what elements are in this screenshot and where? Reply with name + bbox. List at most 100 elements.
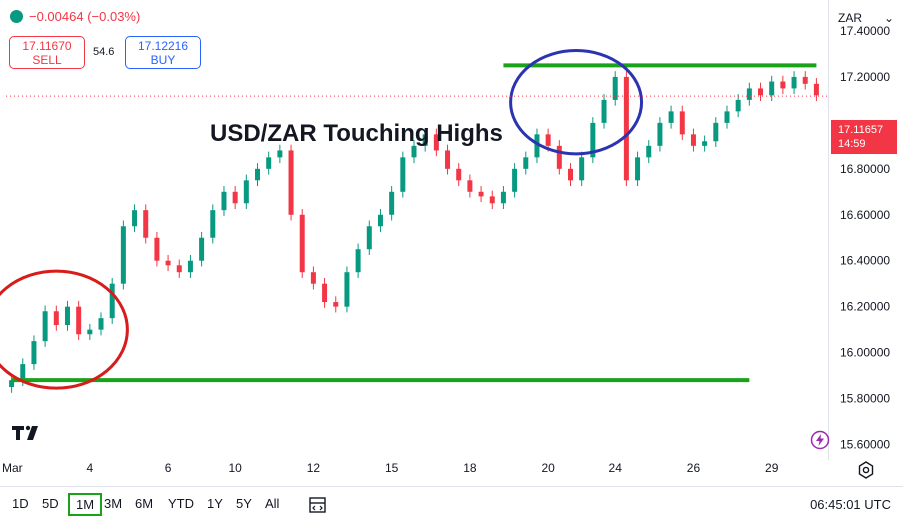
candle-body — [746, 88, 752, 100]
candle-body — [769, 81, 775, 96]
candle-body — [601, 99, 607, 123]
currency-value: ZAR — [838, 11, 862, 25]
candle-body — [579, 157, 585, 181]
range-button-5y[interactable]: 5Y — [236, 496, 252, 511]
utc-clock: 06:45:01 UTC — [810, 497, 891, 512]
y-tick-label: 15.80000 — [840, 392, 890, 406]
sell-button[interactable]: 17.11670 SELL — [9, 36, 85, 69]
price-chart[interactable]: USD/ZAR Touching Highs 17.4000017.200001… — [0, 0, 903, 486]
candle-body — [690, 134, 696, 146]
price-change-row: −0.00464 (−0.03%) — [10, 9, 140, 24]
range-button-1y[interactable]: 1Y — [207, 496, 223, 511]
x-tick-label: 20 — [541, 461, 555, 475]
candle-body — [243, 180, 249, 204]
x-tick-label: 12 — [307, 461, 321, 475]
candle-body — [802, 76, 808, 84]
candle-body — [20, 364, 26, 381]
range-button-all[interactable]: All — [265, 496, 280, 511]
candle-body — [635, 157, 641, 181]
candle-body — [478, 191, 484, 197]
candle-body — [377, 214, 383, 227]
y-tick-label: 15.60000 — [840, 438, 890, 452]
candle-body — [780, 81, 786, 89]
candle-body — [422, 134, 428, 146]
candle-body — [187, 260, 193, 273]
horizontal-lines-layer[interactable] — [11, 63, 817, 383]
range-button-6m[interactable]: 6M — [135, 496, 154, 511]
tradingview-logo-icon — [12, 425, 38, 440]
candle-body — [456, 168, 462, 181]
candle-body — [612, 76, 618, 100]
candle-body — [344, 272, 350, 307]
x-axis-ticks: Mar 4 6 10 12 15 18 20 24 26 29 — [2, 461, 779, 475]
compare-icon[interactable] — [308, 495, 328, 515]
candle-body — [545, 134, 551, 146]
range-button-3m[interactable]: 3M — [104, 496, 123, 511]
candle-body — [791, 76, 797, 89]
candle-body — [668, 111, 674, 123]
candle-body — [679, 111, 685, 135]
candle-body — [42, 311, 48, 342]
candle-body — [758, 88, 764, 96]
highlight-ellipses-layer[interactable] — [0, 49, 644, 390]
candle-body — [467, 180, 473, 192]
currency-select[interactable]: ZAR ⌄ — [835, 8, 897, 28]
candle-body — [299, 214, 305, 273]
candle-body — [87, 329, 93, 335]
x-tick-label: 6 — [165, 461, 172, 475]
x-tick-label: 15 — [385, 461, 399, 475]
y-axis-ticks: 17.40000 17.20000 16.80000 16.60000 16.40000… — [840, 24, 890, 452]
candle-body — [322, 283, 328, 303]
candle-body — [400, 157, 406, 192]
candle-body — [411, 145, 417, 158]
candle-body — [724, 111, 730, 123]
range-button-1d[interactable]: 1D — [12, 496, 29, 511]
range-button-5d[interactable]: 5D — [42, 496, 59, 511]
lightning-icon[interactable] — [810, 430, 830, 450]
candle-body — [523, 157, 529, 169]
candle-body — [120, 226, 126, 284]
candle-body — [255, 168, 261, 181]
candle-body — [132, 210, 138, 227]
candle-body — [277, 150, 283, 158]
x-tick-label: 29 — [765, 461, 779, 475]
sell-label: SELL — [32, 53, 62, 67]
candle-body — [232, 191, 238, 204]
candle-body — [154, 237, 160, 261]
x-tick-label: 4 — [86, 461, 93, 475]
y-tick-label: 16.80000 — [840, 162, 890, 176]
buy-label: BUY — [150, 53, 176, 67]
range-button-1m[interactable]: 1M — [68, 493, 103, 516]
candle-body — [500, 191, 506, 204]
candle-body — [53, 311, 59, 326]
candle-body — [389, 191, 395, 215]
range-button-ytd[interactable]: YTD — [168, 496, 194, 511]
buy-button[interactable]: 17.12216 BUY — [125, 36, 201, 69]
candle-body — [109, 283, 115, 319]
y-tick-label: 16.40000 — [840, 254, 890, 268]
candle-body — [646, 145, 652, 158]
y-tick-label: 17.20000 — [840, 70, 890, 84]
market-status-icon — [10, 10, 23, 23]
candles-layer — [9, 71, 819, 393]
candle-body — [623, 76, 629, 181]
last-price-value: 17.11657 — [838, 124, 884, 136]
x-tick-label: 26 — [687, 461, 701, 475]
candle-body — [176, 265, 182, 273]
y-tick-label: 16.60000 — [840, 208, 890, 222]
chart-title: USD/ZAR Touching Highs — [210, 120, 503, 147]
candle-body — [310, 272, 316, 284]
candle-body — [199, 237, 205, 261]
settings-icon[interactable] — [856, 460, 876, 480]
march-low-ellipse[interactable] — [0, 269, 129, 390]
candle-body — [98, 318, 104, 330]
recent-high-ellipse[interactable] — [509, 49, 644, 156]
candle-body — [657, 122, 663, 146]
price-change-text: −0.00464 (−0.03%) — [29, 9, 141, 24]
candle-body — [333, 302, 339, 307]
candle-body — [76, 306, 82, 335]
candle-body — [445, 150, 451, 169]
x-tick-label: 24 — [609, 461, 623, 475]
candle-body — [64, 306, 70, 326]
candle-body — [713, 122, 719, 142]
